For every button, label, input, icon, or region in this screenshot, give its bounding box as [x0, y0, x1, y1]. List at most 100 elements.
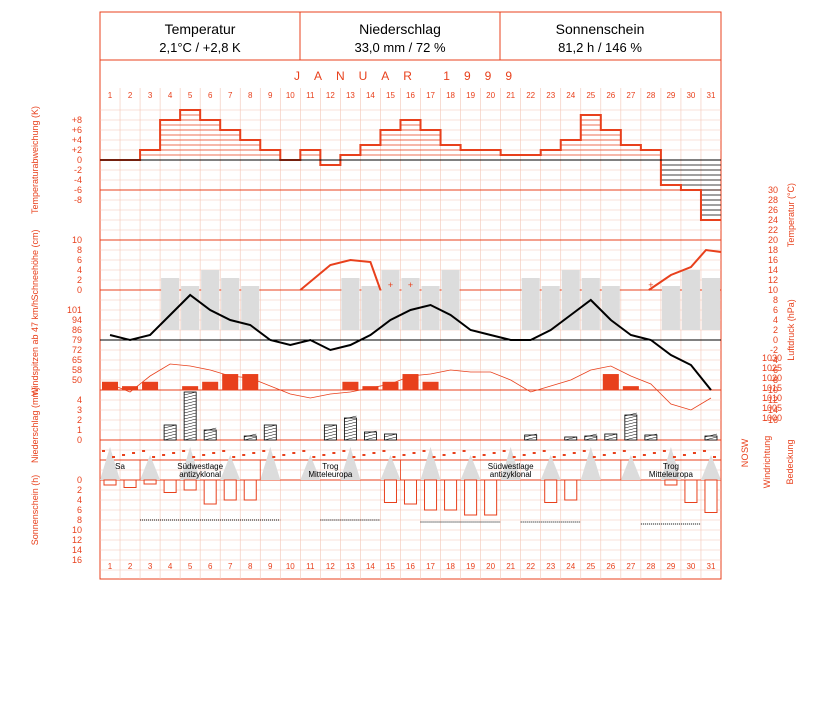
day-label: 16 [406, 91, 415, 100]
wind-dir-mark [612, 452, 616, 454]
wind-dir-mark [672, 456, 676, 458]
day-label: 26 [606, 562, 615, 571]
day-label: 11 [306, 562, 315, 571]
day-label: 22 [526, 91, 535, 100]
precip-hatch [324, 427, 337, 432]
wind-dir-mark [312, 456, 316, 458]
temperature-deviation [100, 109, 721, 221]
band-block [161, 278, 180, 330]
wind-gust-bar [342, 381, 359, 390]
axis-tick: 1000 [762, 413, 782, 423]
wind-gust-bar [142, 381, 159, 390]
day-label: 25 [586, 562, 595, 571]
wind-dir-mark [582, 450, 586, 452]
axis-tick: 4 [77, 495, 82, 505]
band-block [521, 278, 540, 330]
day-label: 12 [326, 562, 335, 571]
precip-hatch [524, 433, 537, 438]
day-label: 3 [148, 91, 153, 100]
wind-dir-mark [302, 450, 306, 452]
precip-hatch [184, 436, 197, 441]
day-label: 10 [286, 562, 295, 571]
sunshine-bar [203, 479, 217, 505]
precip-hatch [624, 436, 637, 441]
weather-type-label: Südwestlage [177, 462, 223, 471]
wind-dir-mark [462, 450, 466, 452]
sunshine-bar [684, 479, 698, 503]
precip-hatch [204, 436, 217, 441]
wind-dir-mark [292, 452, 296, 454]
wind-dir-mark [602, 454, 606, 456]
axis-tick: -2 [74, 165, 82, 175]
precip-hatch [644, 436, 657, 441]
day-label: 13 [346, 91, 355, 100]
precip-hatch [384, 433, 397, 438]
wind-dir-mark [242, 454, 246, 456]
axis-tick: -2 [770, 345, 778, 355]
precip-hatch [184, 391, 197, 396]
left-axes: +8+6+4+20-2-4-6-810864201019486797265585… [30, 106, 82, 565]
snow-trace-mark: + [648, 280, 653, 290]
wind-dir-mark [642, 454, 646, 456]
band-block [661, 286, 680, 330]
wind-dir-mark [402, 454, 406, 456]
band-block [181, 286, 200, 330]
header-sun-value: 81,2 h / 146 % [558, 40, 642, 55]
day-label: 30 [686, 91, 695, 100]
wind-dir-mark [142, 450, 146, 452]
precip-bar [203, 429, 217, 441]
day-label: 23 [546, 91, 555, 100]
right-axes: 302826242220181614121086420-2-4-6-8-10-1… [740, 183, 796, 488]
wind-dir-mark [182, 450, 186, 452]
precip-hatch [184, 409, 197, 414]
cover-wedge [220, 455, 241, 480]
axis-tick: 4 [77, 395, 82, 405]
precip-hatch [204, 433, 217, 438]
wind-dir-mark [552, 456, 556, 458]
axis-tick: 4 [773, 315, 778, 325]
axis-label: Temperaturabweichung (K) [30, 106, 40, 214]
sunshine-bar [544, 479, 558, 503]
axis-tick: 2 [773, 325, 778, 335]
band-block [541, 286, 560, 330]
band-block [601, 286, 620, 330]
precip-hatch [324, 433, 337, 438]
axis-tick: 6 [773, 305, 778, 315]
wind-dir-mark [112, 456, 116, 458]
wind-gust-bar [122, 386, 139, 390]
day-label: 27 [626, 562, 635, 571]
precip-hatch [364, 436, 377, 441]
precip-hatch [184, 421, 197, 426]
day-label: 13 [346, 562, 355, 571]
cover-wedge [460, 455, 481, 480]
wind-dir-mark [662, 450, 666, 452]
axis-tick: 58 [72, 365, 82, 375]
sunshine-bar [484, 479, 498, 516]
axis-tick: -8 [770, 375, 778, 385]
axis-tick: -16 [765, 415, 778, 425]
axis-label: Sonnenschein (h) [30, 475, 40, 546]
precip-bar [644, 434, 658, 441]
header-precip-value: 33,0 mm / 72 % [354, 40, 445, 55]
precip-hatch [344, 430, 357, 435]
precip-bar [524, 434, 538, 441]
weather-type-label: Trog [663, 462, 679, 471]
gray-bands [100, 270, 721, 480]
wind-dir-mark [332, 452, 336, 454]
precip-hatch [624, 433, 637, 438]
precip-hatch [364, 430, 377, 435]
band-block [701, 278, 720, 330]
wind-dir-mark [622, 450, 626, 452]
axis-tick: 4 [77, 265, 82, 275]
precip-hatch [624, 427, 637, 432]
direction-letter: N [740, 461, 750, 468]
sunshine-bar [464, 479, 478, 516]
chart-frame [99, 11, 722, 580]
day-label: 28 [646, 562, 655, 571]
axis-tick: -6 [770, 365, 778, 375]
day-label: 22 [526, 562, 535, 571]
day-label: 16 [406, 562, 415, 571]
day-label: 24 [566, 562, 575, 571]
wind-dir-mark [372, 452, 376, 454]
axis-tick: 1010 [762, 393, 782, 403]
